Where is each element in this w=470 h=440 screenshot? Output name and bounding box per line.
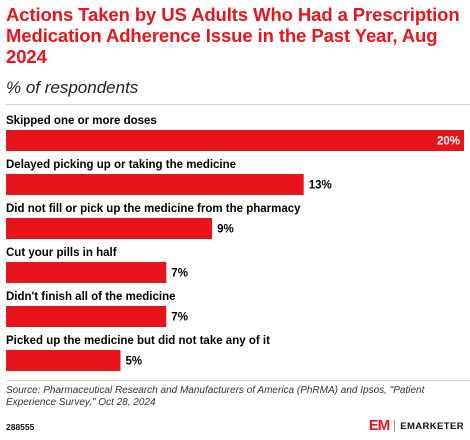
data-label: 20%: [437, 136, 460, 148]
bar: [6, 218, 213, 239]
source-note: Source: Pharmaceutical Research and Manu…: [6, 385, 425, 408]
chart-id: 288555: [6, 422, 35, 432]
category-label: Cut your pills in half: [6, 247, 117, 259]
brand-mark-icon: EM: [368, 417, 390, 434]
data-label: 7%: [171, 312, 188, 324]
data-label: 7%: [171, 268, 188, 280]
category-label: Delayed picking up or taking the medicin…: [6, 159, 236, 171]
data-label: 5%: [126, 356, 143, 368]
brand-logo: EM EMARKETER: [369, 418, 464, 434]
bar: [6, 130, 464, 151]
data-label: 13%: [309, 180, 332, 192]
bar: [6, 262, 167, 283]
bottom-divider: [6, 380, 470, 381]
bar: [6, 174, 304, 195]
category-label: Did not fill or pick up the medicine fro…: [6, 203, 301, 215]
top-divider: [6, 104, 470, 105]
bar-chart: Skipped one or more doses 20% Delayed pick…: [6, 115, 464, 371]
bar: [6, 306, 167, 327]
brand-separator: [394, 420, 396, 432]
bar: [6, 350, 121, 371]
category-label: Skipped one or more doses: [6, 115, 157, 127]
category-label: Didn't finish all of the medicine: [6, 291, 176, 303]
data-label: 9%: [217, 224, 234, 236]
chart-subtitle: % of respondents: [6, 78, 139, 97]
chart-title: Actions Taken by US Adults Who Had a Pre…: [6, 4, 460, 67]
category-label: Picked up the medicine but did not take …: [6, 335, 270, 347]
brand-name: EMARKETER: [400, 420, 464, 432]
